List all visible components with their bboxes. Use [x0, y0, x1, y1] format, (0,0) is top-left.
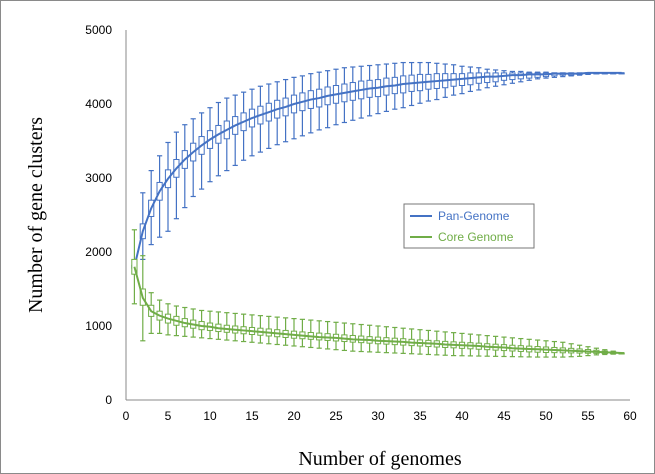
pan-boxplot — [198, 112, 205, 190]
pan-genome-series — [131, 61, 625, 274]
pan-boxplot — [366, 64, 373, 117]
pan-boxplot — [265, 83, 272, 149]
core-boxplot — [408, 328, 415, 355]
pan-boxplot — [517, 70, 524, 83]
pan-boxplot — [534, 71, 541, 80]
y-tick-label: 1000 — [85, 319, 112, 333]
core-boxplot — [265, 315, 272, 345]
pan-boxplot — [332, 68, 340, 126]
x-tick-label: 10 — [203, 409, 217, 423]
pan-boxplot — [341, 67, 348, 124]
x-tick-label: 25 — [329, 409, 343, 423]
y-axis-title: Number of gene clusters — [25, 117, 47, 313]
pan-boxplot — [307, 73, 314, 134]
x-tick-label: 50 — [539, 409, 553, 423]
x-axis-title: Number of genomes — [298, 448, 462, 470]
x-tick-labels: 0 5 10 15 20 25 30 35 40 45 50 55 60 — [123, 409, 637, 423]
core-boxplot — [257, 315, 264, 344]
pan-boxplot — [500, 70, 508, 86]
x-tick-label: 30 — [371, 409, 385, 423]
core-boxplot — [416, 329, 424, 355]
x-tick-label: 55 — [581, 409, 595, 423]
pan-boxplot — [190, 118, 197, 198]
pan-boxplot — [164, 141, 172, 232]
core-boxplot — [332, 321, 340, 351]
pan-boxplot — [475, 67, 482, 91]
x-tick-label: 60 — [623, 409, 637, 423]
pan-boxplot — [509, 70, 516, 84]
y-tick-labels: 0 1000 2000 3000 4000 5000 — [85, 23, 112, 407]
legend-label-pan: Pan-Genome — [438, 209, 510, 223]
core-boxplot — [198, 309, 205, 339]
pan-boxplot — [349, 66, 356, 121]
core-boxplot — [282, 317, 289, 346]
core-boxplot — [307, 319, 314, 349]
core-boxplot — [341, 322, 348, 352]
pan-boxplot — [324, 70, 331, 129]
core-boxplot — [248, 314, 256, 343]
x-tick-label: 20 — [287, 409, 301, 423]
pan-boxplot — [248, 88, 256, 157]
pan-boxplot — [358, 65, 365, 119]
pan-boxplot — [215, 101, 222, 177]
pan-boxplot — [240, 91, 247, 161]
legend-label-core: Core Genome — [438, 230, 514, 244]
pan-boxplot — [274, 81, 281, 146]
core-boxplot — [374, 325, 382, 353]
y-tick-label: 5000 — [85, 23, 112, 37]
pan-boxplot — [282, 78, 289, 143]
x-tick-label: 35 — [413, 409, 427, 423]
pan-boxplot — [492, 69, 499, 87]
core-boxplot — [324, 320, 331, 350]
core-boxplot — [290, 318, 298, 347]
core-median-line — [133, 266, 622, 355]
series-layer — [131, 61, 625, 358]
y-tick-label: 2000 — [85, 245, 112, 259]
pan-boxplot — [290, 76, 298, 140]
core-boxplot — [391, 326, 398, 354]
pan-boxplot — [206, 107, 214, 183]
x-tick-label: 40 — [455, 409, 469, 423]
pan-boxplot — [383, 63, 390, 113]
y-tick-label: 4000 — [85, 97, 112, 111]
pan-boxplot — [316, 71, 323, 131]
pan-boxplot — [181, 124, 188, 209]
pan-boxplot — [257, 85, 264, 153]
core-boxplot — [299, 318, 306, 348]
pan-boxplot — [374, 64, 382, 115]
core-boxplot — [358, 323, 365, 353]
core-genome-series — [131, 229, 625, 358]
core-boxplot — [349, 323, 356, 352]
core-boxplot — [274, 316, 281, 346]
x-tick-label: 15 — [245, 409, 259, 423]
core-boxplot — [383, 326, 390, 354]
legend-box — [403, 203, 535, 249]
core-boxplot — [190, 308, 197, 338]
core-boxplot — [215, 311, 222, 340]
core-boxplot — [232, 312, 239, 342]
pan-boxplot — [232, 94, 239, 167]
core-boxplot — [223, 312, 230, 341]
core-boxplot — [206, 310, 214, 340]
pan-boxplot — [223, 97, 230, 172]
pan-boxplot — [484, 68, 491, 89]
pan-median-line — [133, 71, 622, 268]
core-boxplot — [400, 327, 407, 354]
core-boxplot — [316, 320, 323, 349]
pan-boxplot — [299, 75, 306, 137]
x-tick-label: 5 — [165, 409, 172, 423]
y-tick-label: 3000 — [85, 171, 112, 185]
pan-boxplot — [173, 131, 180, 220]
legend: Pan-Genome Core Genome — [403, 203, 535, 249]
x-tick-label: 0 — [123, 409, 130, 423]
y-tick-label: 0 — [105, 393, 112, 407]
x-tick-label: 45 — [497, 409, 511, 423]
core-boxplot — [240, 313, 247, 343]
core-boxplot — [366, 324, 373, 353]
